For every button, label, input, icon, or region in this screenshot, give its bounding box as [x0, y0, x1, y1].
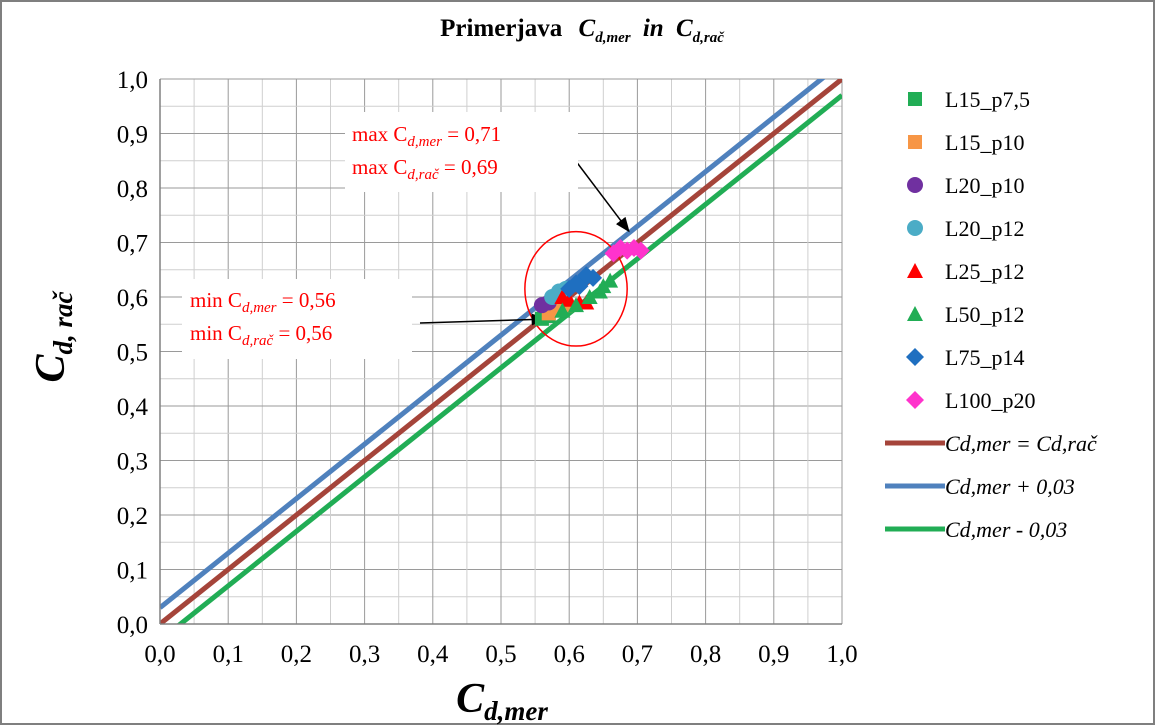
legend-label: L20_p12: [945, 216, 1024, 241]
data-point-diamond: [584, 268, 603, 287]
legend: L15_p7,5 L15_p10 L20_p10 L20_p12 L25_p12 L50_…: [885, 87, 1098, 542]
max-mer-label: max C: [352, 122, 407, 146]
x-tick-label: 0,4: [417, 641, 449, 668]
min-rac-sub: d,rač: [242, 333, 275, 349]
legend-marker: [908, 92, 922, 106]
legend-label: L20_p10: [945, 173, 1024, 198]
legend-marker: [908, 135, 922, 149]
y-tick-label: 0,0: [117, 612, 148, 639]
x-tick-label: 0,1: [213, 641, 244, 668]
legend-label: L15_p7,5: [945, 87, 1030, 112]
min-mer-value: = 0,56: [277, 288, 336, 312]
x-tick-label: 1,0: [826, 641, 857, 668]
x-tick-label: 0,3: [349, 641, 380, 668]
y-axis-label: Cd, rač: [28, 290, 78, 382]
min-annotation-arrow: [419, 313, 547, 326]
plot-axes: [159, 79, 842, 625]
min-rac-value: = 0,56: [273, 321, 332, 345]
x-tick-label: 0,2: [281, 641, 312, 668]
y-tick-label: 1,0: [117, 67, 148, 94]
data-point-diamond: [611, 238, 630, 257]
data-point-diamond: [570, 277, 589, 296]
legend-label: L75_p14: [945, 345, 1024, 370]
data-point-diamond: [631, 241, 650, 260]
min-annotation-line2: min Cd,rač = 0,56: [190, 321, 332, 349]
legend-marker: [907, 263, 923, 278]
y-tick-label: 0,2: [117, 503, 148, 530]
reference-line-0: [160, 79, 842, 624]
legend-label: L15_p10: [945, 130, 1024, 155]
annotations: [419, 155, 630, 347]
max-annotation-line1: max Cd,mer = 0,71: [352, 122, 501, 150]
x-tick-label: 0,0: [144, 641, 175, 668]
y-tick-label: 0,8: [117, 176, 148, 203]
max-annotation-box: [345, 112, 578, 192]
legend-label: Cd,mer - 0,03: [945, 517, 1067, 542]
data-point-triangle: [595, 278, 612, 294]
min-annotation-box: [182, 279, 412, 359]
data-point-diamond: [624, 238, 643, 257]
y-tick-label: 0,9: [117, 122, 148, 149]
data-points: [533, 238, 650, 326]
x-axis-label-main: C: [456, 676, 485, 722]
reference-line-2: [176, 93, 842, 624]
y-axis-label-sub: d, rač: [48, 290, 78, 354]
x-axis-label-sub: d,mer: [484, 696, 548, 726]
y-tick-label: 0,5: [117, 340, 148, 367]
chart-title-in: in: [643, 15, 664, 42]
max-rac-value: = 0,69: [439, 155, 498, 179]
x-tick-label: 0,6: [554, 641, 585, 668]
y-tick-label: 0,4: [117, 394, 149, 421]
data-point-triangle: [581, 289, 598, 304]
y-tick-label: 0,1: [117, 558, 148, 585]
chart-title-text: Primerjava: [440, 15, 563, 42]
legend-marker: [907, 220, 923, 236]
legend-label: L50_p12: [945, 302, 1024, 327]
legend-marker: [906, 391, 924, 409]
tick-labels: 0,0 0,1 0,2 0,3 0,4 0,5 0,6 0,7 0,8 0,9 1,0 0,0 0,1 0…: [117, 67, 858, 668]
reference-line-1: [160, 79, 826, 610]
y-tick-label: 0,3: [117, 449, 148, 476]
y-axis-label-main: C: [28, 354, 74, 383]
y-tick-label: 0,6: [117, 285, 148, 312]
chart-title-sub1: d,mer: [595, 30, 631, 46]
legend-marker: [907, 306, 923, 321]
data-point-triangle: [568, 297, 585, 313]
chart-title-sub2: d,rač: [693, 30, 726, 46]
max-rac-label: max C: [352, 155, 407, 179]
chart-title-c2: C: [676, 15, 693, 42]
x-axis-label: Cd,mer: [456, 676, 548, 726]
legend-label: L100_p20: [945, 388, 1035, 413]
y-tick-label: 0,7: [117, 231, 148, 258]
legend-marker: [906, 348, 924, 366]
data-point-triangle: [554, 302, 571, 318]
max-mer-sub: d,mer: [407, 134, 442, 150]
highlight-ellipse: [524, 230, 628, 347]
chart-title-c1: C: [579, 15, 596, 42]
min-mer-sub: d,mer: [242, 300, 277, 316]
max-rac-sub: d,rač: [407, 167, 440, 183]
min-mer-label: min C: [190, 288, 242, 312]
legend-marker: [907, 177, 923, 193]
max-annotation-line2: max Cd,rač = 0,69: [352, 155, 498, 183]
x-tick-label: 0,8: [690, 641, 721, 668]
chart-title: Primerjava Cd,mer in Cd,rač: [440, 15, 725, 48]
x-tick-label: 0,9: [758, 641, 789, 668]
x-tick-label: 0,5: [485, 641, 516, 668]
legend-label: L25_p12: [945, 259, 1024, 284]
min-annotation-line1: min Cd,mer = 0,56: [190, 288, 336, 316]
min-rac-label: min C: [190, 321, 242, 345]
legend-label: Cd,mer + 0,03: [945, 474, 1075, 499]
max-mer-value: = 0,71: [442, 122, 501, 146]
x-tick-label: 0,7: [622, 641, 653, 668]
max-annotation-arrow: [571, 155, 630, 233]
legend-label: Cd,mer = Cd,rač: [945, 431, 1098, 456]
reference-lines: [160, 79, 842, 624]
